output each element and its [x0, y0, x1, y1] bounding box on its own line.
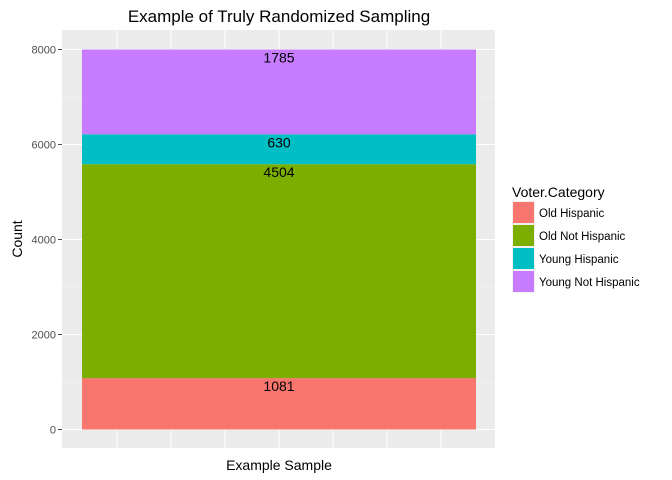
legend-swatch	[513, 225, 534, 246]
bar-segment-young-not-hispanic	[82, 49, 476, 135]
bar-segment-young-hispanic	[82, 134, 476, 165]
y-tick-label: 0	[50, 425, 56, 437]
legend-label: Old Not Hispanic	[539, 231, 626, 243]
legend-swatch	[513, 202, 534, 223]
y-axis-ticks: 0 2000 4000 6000 8000	[32, 45, 62, 437]
y-tick-label: 2000	[32, 330, 56, 342]
legend-swatch	[513, 248, 534, 269]
bar-value-label: 1785	[263, 50, 294, 66]
legend-title: Voter.Category	[512, 184, 605, 200]
y-tick-label: 6000	[32, 140, 56, 152]
bar-value-label: 4504	[263, 164, 294, 180]
y-tick-label: 4000	[32, 235, 56, 247]
x-axis-label: Example Sample	[226, 457, 332, 473]
bar-value-label: 630	[267, 134, 291, 150]
legend-items: Old Hispanic Old Not Hispanic Young Hispan…	[512, 201, 640, 293]
bar-segment-old-not-hispanic	[82, 164, 476, 379]
y-axis-label: Count	[9, 220, 25, 257]
legend-label: Young Hispanic	[539, 254, 619, 266]
legend-swatch	[513, 271, 534, 292]
legend-label: Young Not Hispanic	[539, 277, 640, 289]
bar-value-labels: 1081 4504 630 1785	[263, 50, 294, 395]
legend-label: Old Hispanic	[539, 208, 604, 220]
legend: Voter.Category Old Hispanic Old Not Hispa…	[512, 184, 640, 293]
chart-title: Example of Truly Randomized Sampling	[128, 7, 430, 26]
bar-segments	[82, 49, 476, 430]
bar-value-label: 1081	[263, 378, 294, 394]
bar-segment-old-hispanic	[82, 378, 476, 430]
y-tick-label: 8000	[32, 45, 56, 57]
